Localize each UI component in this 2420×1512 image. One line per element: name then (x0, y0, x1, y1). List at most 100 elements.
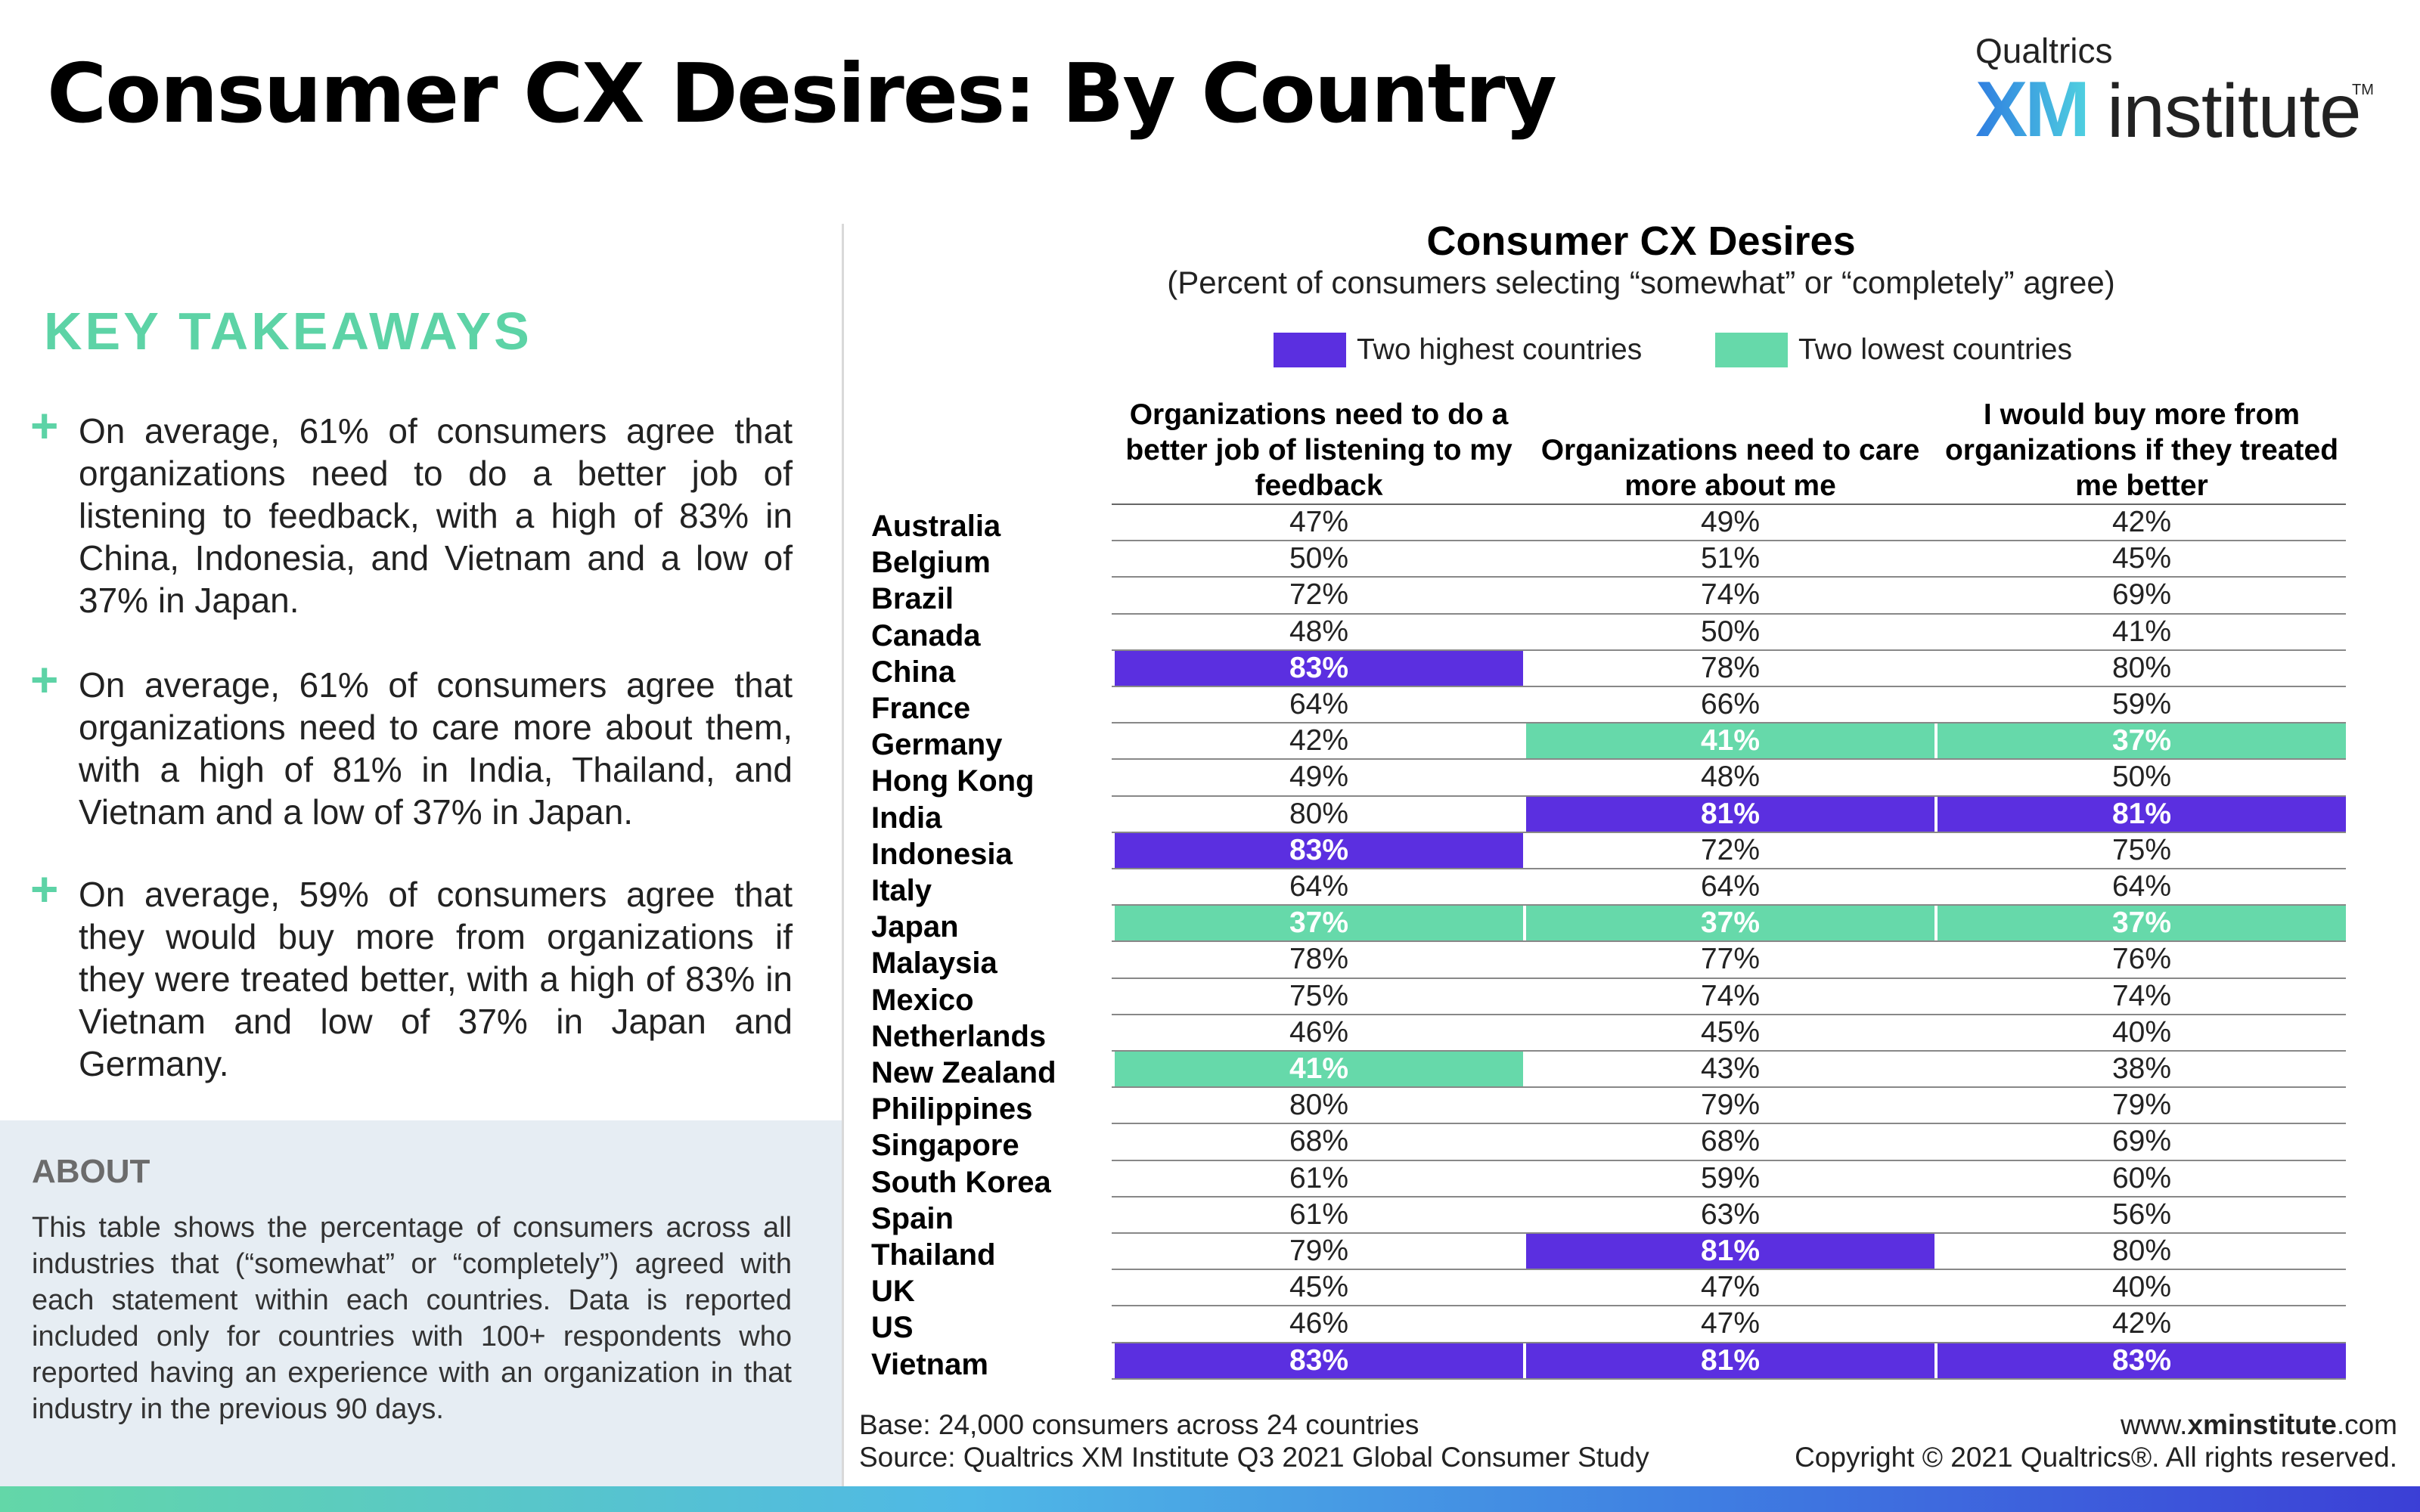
table-row: India 80% 81% 81% (867, 796, 2346, 835)
row-rule (1112, 1377, 2346, 1380)
value-cell: 79% (2111, 1089, 2172, 1122)
plus-icon: + (30, 652, 59, 707)
value-cell: 68% (1289, 1125, 1349, 1158)
value-cell: 66% (1700, 688, 1761, 720)
value-cell-high: 83% (1938, 1343, 2346, 1378)
legend-swatch-high (1274, 333, 1346, 367)
value-cell: 47% (1289, 506, 1349, 538)
row-rule (1112, 1341, 2346, 1343)
table-row: New Zealand 41% 43% 38% (867, 1052, 2346, 1089)
value-cell: 40% (2111, 1015, 2172, 1049)
country-label: Japan (871, 910, 959, 944)
table-row: Italy 64% 64% 64% (867, 869, 2346, 907)
value-cell: 40% (2111, 1271, 2172, 1304)
value-cell-high: 81% (1526, 1343, 1934, 1378)
value-cell: 76% (2111, 943, 2172, 976)
country-label: Vietnam (871, 1347, 988, 1381)
footer-copyright: www.xminstitute.com Copyright © 2021 Qua… (1795, 1408, 2397, 1473)
table-row: Thailand 79% 81% 80% (867, 1234, 2346, 1272)
table-subtitle: (Percent of consumers selecting “somewha… (1167, 265, 2115, 300)
row-rule (1112, 795, 2346, 797)
vertical-divider (842, 224, 844, 1486)
country-label: Spain (871, 1201, 954, 1235)
value-cell: 80% (1289, 1089, 1349, 1122)
logo-brand-text: Qualtrics (1975, 31, 2113, 70)
country-label: Canada (871, 618, 981, 652)
country-label: Australia (871, 510, 1001, 543)
country-label: Hong Kong (871, 764, 1035, 798)
country-label: Italy (871, 874, 932, 907)
table-row: Philippines 80% 79% 79% (867, 1088, 2346, 1126)
logo-xm-mark: XM (1975, 66, 2090, 153)
value-cell: 61% (1289, 1198, 1349, 1231)
row-rule (1112, 685, 2346, 687)
value-cell-high: 83% (1115, 1343, 1523, 1378)
value-cell-low: 41% (1115, 1052, 1523, 1086)
row-rule (1112, 977, 2346, 979)
value-cell: 64% (1289, 870, 1349, 903)
takeaway-item: + On average, 61% of consumers agree tha… (30, 652, 793, 833)
table-title: Consumer CX Desires (1426, 218, 1856, 264)
table-row: Vietnam 83% 81% 83% (867, 1343, 2346, 1381)
country-label: Malaysia (871, 947, 997, 981)
column-header: Organizations need to care more about me (1540, 434, 1920, 502)
value-cell: 77% (1700, 943, 1761, 976)
table-row: Belgium 50% 51% 45% (867, 541, 2346, 580)
value-cell-high: 81% (1526, 796, 1934, 832)
value-cell: 49% (1700, 506, 1761, 538)
column-header: I would buy more from organizations if t… (1944, 398, 2339, 502)
xm-institute-logo: Qualtrics XM institute TM (1959, 29, 2382, 153)
row-rule (1112, 1123, 2346, 1125)
table-row: Mexico 75% 74% 74% (867, 979, 2346, 1017)
legend-item-high: Two highest countries (1274, 333, 1642, 367)
row-rule (1112, 612, 2346, 615)
value-cell-high: 83% (1115, 650, 1523, 686)
table-row: France 64% 66% 59% (867, 687, 2346, 725)
table-row: China 83% 78% 80% (867, 650, 2346, 689)
value-cell: 45% (2111, 542, 2172, 575)
table-row: Canada 48% 50% 41% (867, 615, 2346, 652)
legend-label: Two highest countries (1357, 333, 1643, 366)
row-rule (1112, 1049, 2346, 1052)
country-label: Thailand (871, 1238, 996, 1272)
takeaway-item: + On average, 61% of consumers agree tha… (30, 398, 793, 621)
country-label: Singapore (871, 1129, 1019, 1163)
value-cell: 50% (1289, 542, 1349, 575)
value-cell-low: 37% (1938, 723, 2346, 759)
value-cell: 48% (1289, 615, 1349, 648)
site-prefix: www. (2121, 1409, 2188, 1440)
country-label: UK (871, 1275, 915, 1309)
value-cell: 38% (2111, 1052, 2172, 1085)
value-cell: 75% (2111, 833, 2172, 866)
legend-swatch-low (1715, 333, 1788, 367)
about-panel (0, 1120, 842, 1486)
value-cell-high: 81% (1526, 1234, 1934, 1269)
legend-item-low: Two lowest countries (1715, 333, 2072, 367)
value-cell: 50% (2111, 761, 2172, 794)
row-rule (1112, 1269, 2346, 1271)
table-row: Hong Kong 49% 48% 50% (867, 760, 2346, 798)
value-cell: 64% (1289, 688, 1349, 720)
country-label: Brazil (871, 582, 954, 616)
key-takeaways-heading: KEY TAKEAWAYS (44, 302, 532, 361)
site-name: xminstitute (2187, 1409, 2337, 1440)
row-rule (1112, 1195, 2346, 1198)
value-cell: 63% (1700, 1198, 1761, 1231)
value-cell: 80% (2111, 1235, 2172, 1267)
table-row: US 46% 47% 42% (867, 1306, 2346, 1344)
value-cell: 43% (1700, 1052, 1761, 1085)
legend-label: Two lowest countries (1798, 333, 2072, 366)
country-label: Belgium (871, 546, 991, 580)
table-row: UK 45% 47% 40% (867, 1270, 2346, 1309)
table-row: Brazil 72% 74% 69% (867, 578, 2346, 616)
table-row: Australia 47% 49% 42% (867, 505, 2346, 543)
value-cell: 60% (2111, 1161, 2172, 1194)
value-cell: 46% (1289, 1015, 1349, 1049)
row-rule (1112, 722, 2346, 724)
value-cell: 80% (1289, 797, 1349, 830)
plus-icon: + (30, 398, 59, 453)
country-label: China (871, 655, 956, 689)
value-cell: 64% (2111, 870, 2172, 903)
value-cell: 41% (2111, 615, 2172, 648)
website-link[interactable]: www.xminstitute.com (2121, 1409, 2397, 1440)
